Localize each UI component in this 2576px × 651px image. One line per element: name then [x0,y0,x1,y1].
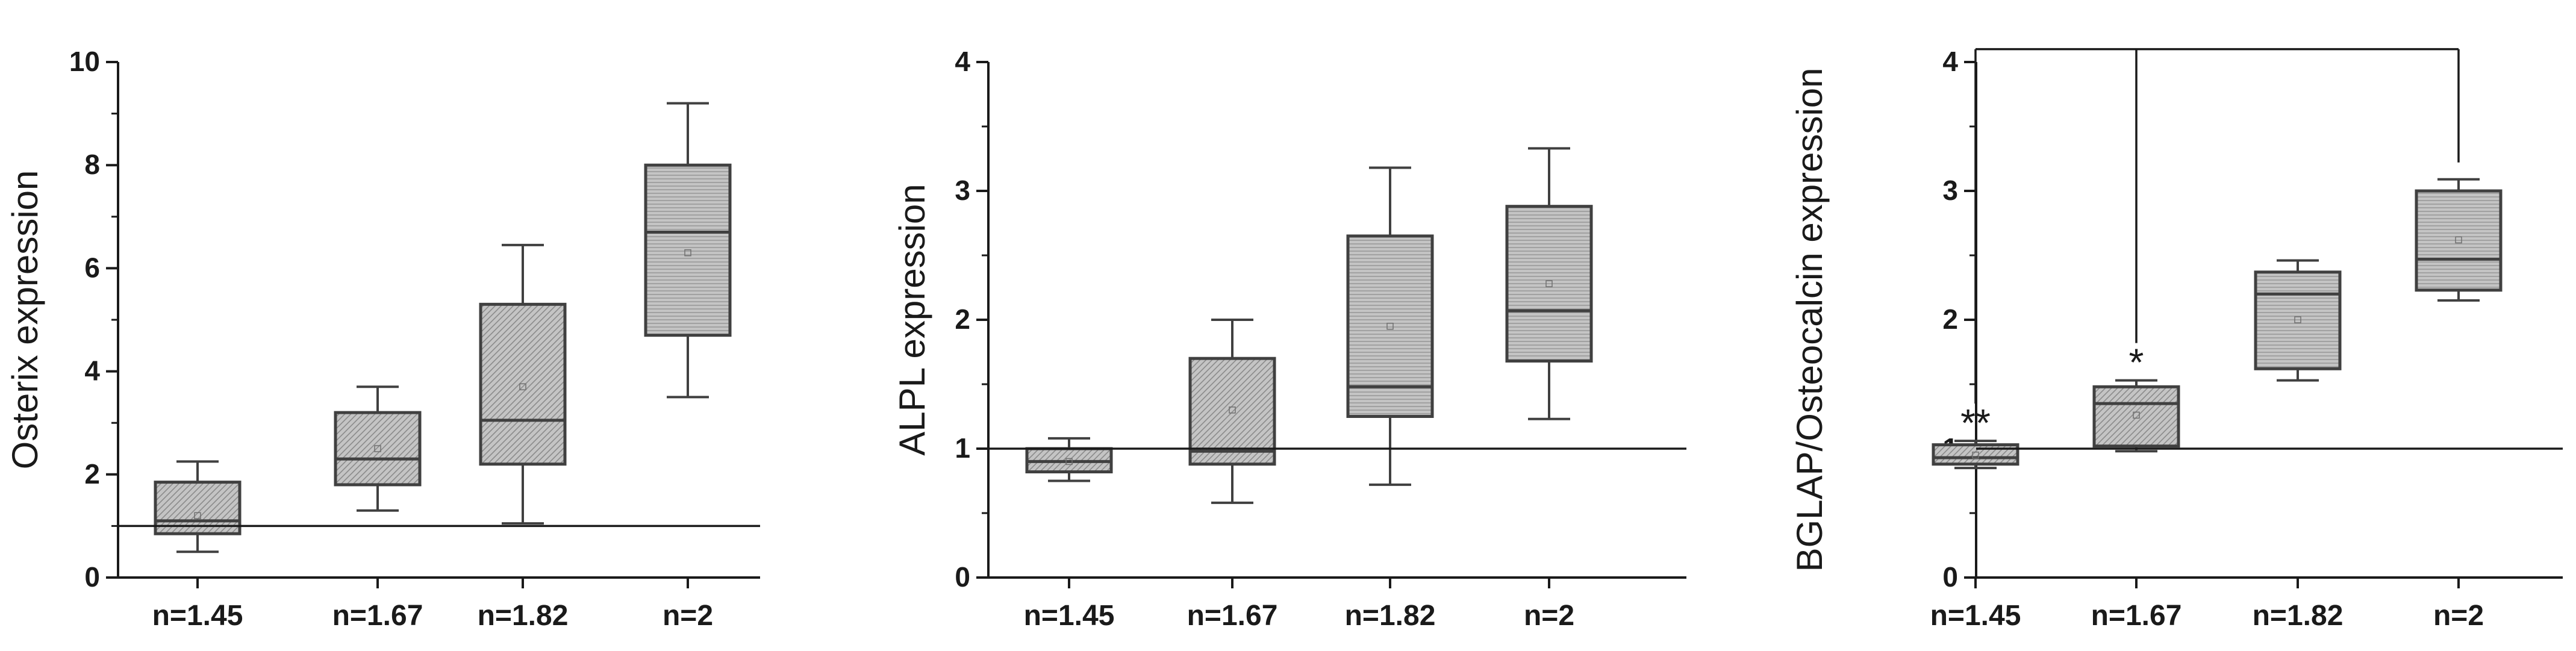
x-tick-label: n=1.67 [1187,600,1278,632]
x-tick-label: n=1.45 [152,600,243,632]
box-n=2 [644,102,732,399]
significance-label: ** [1960,401,1991,444]
box-n=1.82 [2254,259,2342,382]
box-iqr [1188,357,1276,466]
y-tick-label: 4 [955,46,970,77]
y-tick-label: 0 [955,561,970,593]
x-tick-label: n=1.67 [332,600,423,632]
mean-marker [684,249,691,257]
significance-label: * [2129,341,2144,384]
mean-marker [1972,451,1979,459]
mean-marker [519,383,526,391]
comparison-bracket [1974,48,2460,404]
y-tick-label: 10 [69,46,100,77]
box-iqr [1346,234,1434,418]
mean-marker [2133,411,2140,419]
y-axis-title: Osterix expression [5,170,45,470]
box-n=1.82 [1346,166,1434,486]
box-n=1.45 [1932,440,2019,470]
x-tick-label: n=1.82 [1345,600,1436,632]
chart-panel-bglap: 01234n=1.45n=1.67n=1.82n=2BGLAP/Osteocal… [1789,46,2563,632]
x-tick-label: n=2 [1524,600,1574,632]
box-iqr [1505,205,1593,363]
mean-marker [1386,322,1394,330]
box-n=1.45 [154,460,242,553]
chart-panel-osterix: 0 2 4 6 8 10 n=1.45 n=1.67 n=1.82 n=2 Osterix expr… [5,46,760,632]
x-tick-label: n=2 [2433,600,2484,632]
mean-marker [374,445,381,452]
chart-panel-alpl: 0 1 2 3 4 n=1.45 n=1.67 n=1.82 n=2 ALPL expressio… [892,46,1686,632]
mean-marker [2294,316,2301,323]
mean-marker [1545,280,1553,287]
box-n=1.45 [1025,437,1113,482]
y-tick-label: 3 [955,175,970,206]
y-tick-label: 2 [84,458,100,490]
y-tick-label: 1 [955,432,970,464]
y-tick-label: 3 [1942,175,1958,206]
x-tick-label: n=2 [663,600,713,632]
y-axis-title: BGLAP/Osteocalcin expression [1789,67,1830,572]
mean-marker [1229,406,1236,414]
y-axis-title: ALPL expression [892,184,932,455]
y-tick-label: 4 [84,355,100,387]
x-tick-label: n=1.45 [1024,600,1115,632]
box-iqr [2254,270,2342,370]
y-tick-label: 4 [1942,46,1958,77]
y-tick-label: 2 [1942,304,1958,335]
y-tick-label: 0 [1942,561,1958,593]
x-tick-label: n=1.67 [2091,600,2182,632]
box-n=1.67 [334,385,422,512]
x-tick-label: n=1.45 [1930,600,2021,632]
x-tick-label: n=1.82 [2253,600,2344,632]
box-iqr [2092,385,2180,448]
box-n=2 [2415,178,2503,302]
mean-marker [2455,236,2462,244]
y-tick-label: 8 [84,149,100,180]
y-tick-label: 2 [955,304,970,335]
box-n=2 [1505,147,1593,420]
y-tick-label: 6 [84,252,100,283]
y-tick-label: 0 [84,561,100,593]
x-tick-label: n=1.82 [478,600,569,632]
box-n=1.67 [1188,319,1276,504]
mean-marker [1065,458,1073,466]
box-iqr [334,411,422,487]
box-n=1.67 [2092,379,2180,453]
box-iqr [2415,189,2503,292]
mean-marker [194,512,201,520]
box-n=1.82 [479,243,567,525]
